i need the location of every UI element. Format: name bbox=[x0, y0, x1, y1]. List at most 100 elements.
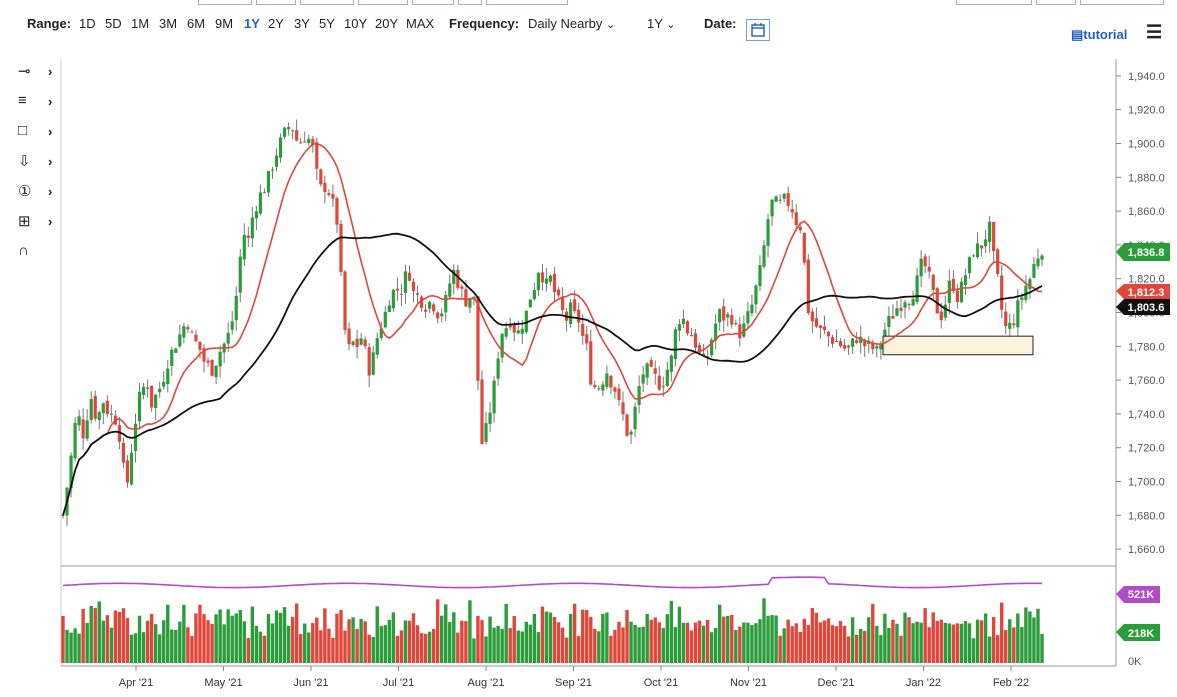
candle-body bbox=[895, 308, 899, 316]
candle-body bbox=[629, 431, 633, 435]
range-1m[interactable]: 1M bbox=[131, 16, 150, 31]
candle-body bbox=[69, 455, 73, 489]
volume-bars bbox=[61, 598, 1044, 663]
candle-body bbox=[951, 278, 955, 292]
magnet-tool[interactable]: ∩ bbox=[18, 242, 58, 266]
volume-bar bbox=[343, 630, 347, 663]
range-max[interactable]: MAX bbox=[406, 16, 435, 31]
candle-body bbox=[504, 328, 508, 337]
volume-bar bbox=[137, 615, 142, 663]
candle-body bbox=[214, 365, 218, 378]
volume-bar bbox=[585, 609, 589, 663]
volume-bar bbox=[464, 621, 468, 663]
range-3m[interactable]: 3M bbox=[159, 16, 178, 31]
candle-body bbox=[782, 193, 786, 199]
candle-body bbox=[750, 304, 754, 314]
volume-bar bbox=[456, 632, 460, 663]
range-label: Range: bbox=[27, 16, 72, 31]
volume-bar bbox=[597, 631, 601, 663]
volume-bar bbox=[258, 631, 263, 663]
candle-body bbox=[520, 328, 524, 334]
frequency-select[interactable]: Daily Nearby ⌄ bbox=[528, 16, 615, 31]
range-5d[interactable]: 5D bbox=[105, 16, 122, 31]
candle-body bbox=[428, 301, 432, 309]
volume-bar bbox=[347, 619, 351, 663]
candle-body bbox=[327, 193, 331, 195]
arrow-tool[interactable]: ⇩ › bbox=[18, 152, 58, 176]
calendar-icon[interactable] bbox=[746, 19, 770, 41]
candle-body bbox=[484, 423, 488, 442]
range-5y[interactable]: 5Y bbox=[319, 16, 335, 31]
marker-tool[interactable]: ① › bbox=[18, 182, 58, 206]
candle-body bbox=[975, 243, 980, 258]
volume-bar bbox=[854, 634, 859, 663]
candle-body bbox=[983, 239, 988, 247]
volume-bar bbox=[407, 620, 412, 663]
candle-body bbox=[718, 309, 722, 323]
candle-body bbox=[577, 309, 581, 323]
volume-bar bbox=[274, 610, 279, 663]
volume-bar bbox=[170, 629, 174, 663]
line-tool[interactable]: ⊸ › bbox=[18, 62, 58, 86]
volume-bar bbox=[444, 604, 448, 663]
candle-body bbox=[601, 384, 605, 391]
period-select[interactable]: 1Y ⌄ bbox=[647, 16, 676, 31]
volume-bar bbox=[726, 615, 730, 663]
volume-bar bbox=[230, 615, 234, 663]
support-zone-rectangle[interactable] bbox=[882, 335, 1034, 356]
volume-bar bbox=[629, 621, 633, 663]
candle-body bbox=[206, 360, 210, 363]
candle-body bbox=[351, 341, 355, 345]
candle-body bbox=[762, 245, 766, 267]
menu-icon[interactable]: ☰ bbox=[1146, 22, 1163, 42]
volume-bar bbox=[871, 603, 875, 663]
candle-body bbox=[899, 307, 903, 311]
volume-bar bbox=[689, 630, 694, 663]
candle-body bbox=[842, 345, 847, 349]
candle-body bbox=[935, 288, 939, 314]
candle-body bbox=[154, 394, 158, 408]
line-tool-icon: ⊸ bbox=[18, 63, 31, 80]
volume-bar bbox=[395, 635, 400, 663]
elliott-tool[interactable]: ⊞ › bbox=[18, 212, 58, 236]
volume-bar bbox=[214, 614, 218, 663]
volume-bar bbox=[415, 625, 420, 663]
fib-tool[interactable]: ≡ › bbox=[18, 92, 58, 116]
candle-body bbox=[278, 137, 283, 158]
candle-body bbox=[432, 304, 436, 312]
volume-bar bbox=[262, 635, 267, 663]
range-2y[interactable]: 2Y bbox=[268, 16, 284, 31]
candle-body bbox=[508, 324, 512, 328]
candle-body bbox=[242, 234, 246, 260]
volume-bar bbox=[198, 604, 202, 663]
candle-body bbox=[174, 348, 178, 353]
volume-bar bbox=[202, 614, 206, 663]
volume-bar bbox=[190, 636, 194, 663]
range-1d[interactable]: 1D bbox=[79, 16, 96, 31]
rectangle-tool[interactable]: □ › bbox=[18, 122, 58, 146]
tutorial-link[interactable]: ▤tutorial bbox=[1071, 27, 1127, 43]
candle-body bbox=[190, 331, 194, 333]
range-10y[interactable]: 10Y bbox=[344, 16, 368, 31]
volume-bar bbox=[963, 621, 968, 663]
candle-body bbox=[500, 333, 504, 358]
range-20y[interactable]: 20Y bbox=[375, 16, 399, 31]
range-6m[interactable]: 6M bbox=[187, 16, 206, 31]
candle-body bbox=[851, 338, 855, 347]
candle-body bbox=[730, 315, 734, 325]
volume-bar bbox=[141, 632, 146, 663]
range-1y[interactable]: 1Y bbox=[244, 16, 260, 31]
volume-bar bbox=[887, 627, 891, 663]
volume-bar bbox=[842, 625, 847, 663]
volume-bar bbox=[399, 630, 404, 663]
candle-body bbox=[714, 323, 718, 341]
volume-bar bbox=[440, 615, 444, 663]
range-3y[interactable]: 3Y bbox=[294, 16, 310, 31]
volume-bar bbox=[234, 613, 238, 663]
range-9m[interactable]: 9M bbox=[215, 16, 234, 31]
volume-bar bbox=[774, 615, 778, 663]
volume-bar bbox=[907, 617, 911, 663]
volume-bar bbox=[923, 608, 927, 663]
volume-bar bbox=[681, 622, 686, 663]
